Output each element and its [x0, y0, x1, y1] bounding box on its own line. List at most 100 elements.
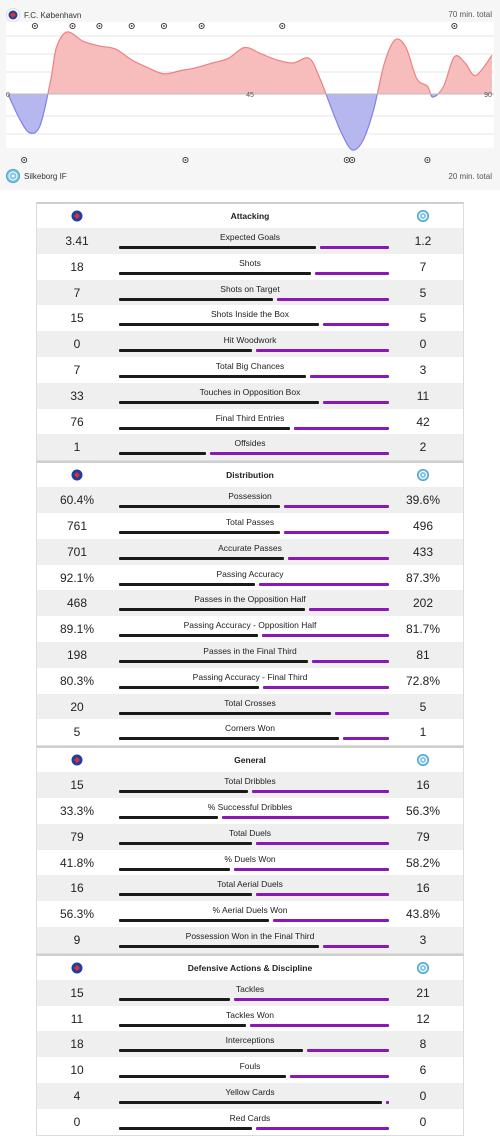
comparison-bar [119, 374, 389, 378]
home-value: 7 [73, 362, 81, 377]
home-value: 20 [70, 699, 84, 714]
match-stats-table: Attacking 3.41 Expected Goals 1.2 18 Shots 7 7 S… [36, 202, 464, 1136]
away-value: 56.3% [405, 803, 441, 818]
stat-row: 79 Total Duels 79 [37, 823, 463, 850]
momentum-graph: 0 45 90 [6, 22, 494, 164]
stat-label: Yellow Cards [225, 1086, 275, 1097]
home-total-minutes: 70 min. total [448, 10, 492, 19]
away-crest-icon [416, 961, 430, 975]
away-value: 0 [419, 337, 427, 352]
stat-row: 5 Corners Won 1 [37, 719, 463, 745]
comparison-bar [119, 271, 389, 275]
away-value: 42 [416, 414, 430, 429]
home-share-bar [119, 790, 249, 794]
stat-row: 18 Shots 7 [37, 254, 463, 280]
home-share-bar [119, 659, 308, 663]
stat-label: Total Crosses [224, 697, 276, 708]
home-value: 80.3% [59, 673, 95, 688]
home-crest-icon [70, 961, 84, 975]
home-share-bar [119, 452, 207, 456]
stat-label: Passing Accuracy [216, 568, 284, 579]
home-share-bar [119, 297, 273, 301]
home-share-bar [119, 944, 319, 948]
section-header: Defensive Actions & Discipline [37, 956, 463, 980]
home-value: 7 [73, 285, 81, 300]
away-value: 3 [419, 932, 427, 947]
away-crest-icon [416, 753, 430, 767]
home-value: 76 [70, 414, 84, 429]
home-share-bar [119, 323, 319, 327]
comparison-bar [119, 659, 389, 663]
stat-label: Possession [228, 491, 272, 502]
away-event-icon-center [426, 159, 429, 161]
away-share-bar [256, 893, 389, 897]
away-share-bar [258, 582, 389, 586]
away-share-bar [276, 297, 389, 301]
home-share-bar [119, 737, 340, 741]
comparison-bar [119, 893, 389, 897]
comparison-bar [119, 867, 389, 871]
home-value: 79 [70, 829, 84, 844]
axis-tick-label: 45 [246, 92, 254, 99]
away-value: 8 [419, 1037, 427, 1052]
stat-row: 15 Total Dribbles 16 [37, 772, 463, 798]
comparison-bar [119, 582, 389, 586]
home-share-bar [119, 815, 219, 819]
stat-row: 20 Total Crosses 5 [37, 693, 463, 720]
stat-row: 41.8% % Duels Won 58.2% [37, 850, 463, 876]
away-share-bar [343, 737, 389, 741]
comparison-bar [119, 1100, 389, 1104]
home-share-bar [119, 556, 284, 560]
stat-label: Total Aerial Duels [217, 879, 283, 890]
away-share-bar [256, 1126, 389, 1130]
away-momentum-area [8, 94, 492, 151]
home-share-bar [119, 1023, 247, 1027]
away-share-bar [272, 919, 389, 923]
stat-label: Total Duels [228, 827, 272, 838]
away-share-bar [322, 323, 389, 327]
home-value: 9 [73, 932, 81, 947]
stat-row: 0 Red Cards 0 [37, 1109, 463, 1135]
home-crest-icon [70, 468, 84, 482]
stat-label: Passing Accuracy - Opposition Half [183, 620, 317, 631]
away-share-bar [234, 997, 389, 1001]
comparison-bar [119, 323, 389, 327]
stat-row: 9 Possession Won in the Final Third 3 [37, 926, 463, 953]
stat-label: Total Big Chances [215, 360, 285, 371]
home-event-icon-center [98, 25, 101, 27]
away-value: 7 [419, 259, 427, 274]
away-team-row: Silkeborg IF [6, 169, 67, 183]
stat-label: Final Third Entries [215, 412, 285, 423]
home-team-name: F.C. København [24, 10, 82, 20]
stat-row: 16 Total Aerial Duels 16 [37, 875, 463, 902]
comparison-bar [119, 944, 389, 948]
home-event-icon-center [281, 25, 284, 27]
away-share-bar [311, 659, 389, 663]
home-value: 1 [73, 440, 81, 455]
home-value: 11 [70, 1011, 84, 1026]
home-value: 10 [70, 1063, 84, 1078]
home-value: 701 [66, 544, 88, 559]
stat-label: Passing Accuracy - Final Third [192, 671, 308, 682]
stat-row: 89.1% Passing Accuracy - Opposition Half 8… [37, 616, 463, 642]
home-crest-icon [70, 753, 84, 767]
stat-label: % Successful Dribbles [207, 801, 293, 812]
stat-row: 18 Interceptions 8 [37, 1031, 463, 1058]
away-share-bar [309, 374, 389, 378]
home-value: 18 [70, 1037, 84, 1052]
section-header: Distribution [37, 463, 463, 487]
stat-row: 4 Yellow Cards 0 [37, 1082, 463, 1109]
stat-label: Shots Inside the Box [211, 309, 289, 320]
home-share-bar [119, 634, 258, 638]
stat-row: 701 Accurate Passes 433 [37, 538, 463, 565]
stat-label: Shots on Target [220, 283, 280, 294]
section-title: Attacking [230, 211, 270, 221]
away-event-icon-center [23, 159, 26, 161]
stat-label: Fouls [239, 1061, 261, 1072]
stat-row: 10 Fouls 6 [37, 1057, 463, 1083]
away-value: 1.2 [414, 234, 432, 248]
away-value: 87.3% [405, 570, 441, 585]
away-share-bar [262, 685, 389, 689]
momentum-chart: 0 45 90 F.C. København 70 min. total Silke… [0, 0, 500, 190]
away-value: 16 [416, 778, 430, 793]
